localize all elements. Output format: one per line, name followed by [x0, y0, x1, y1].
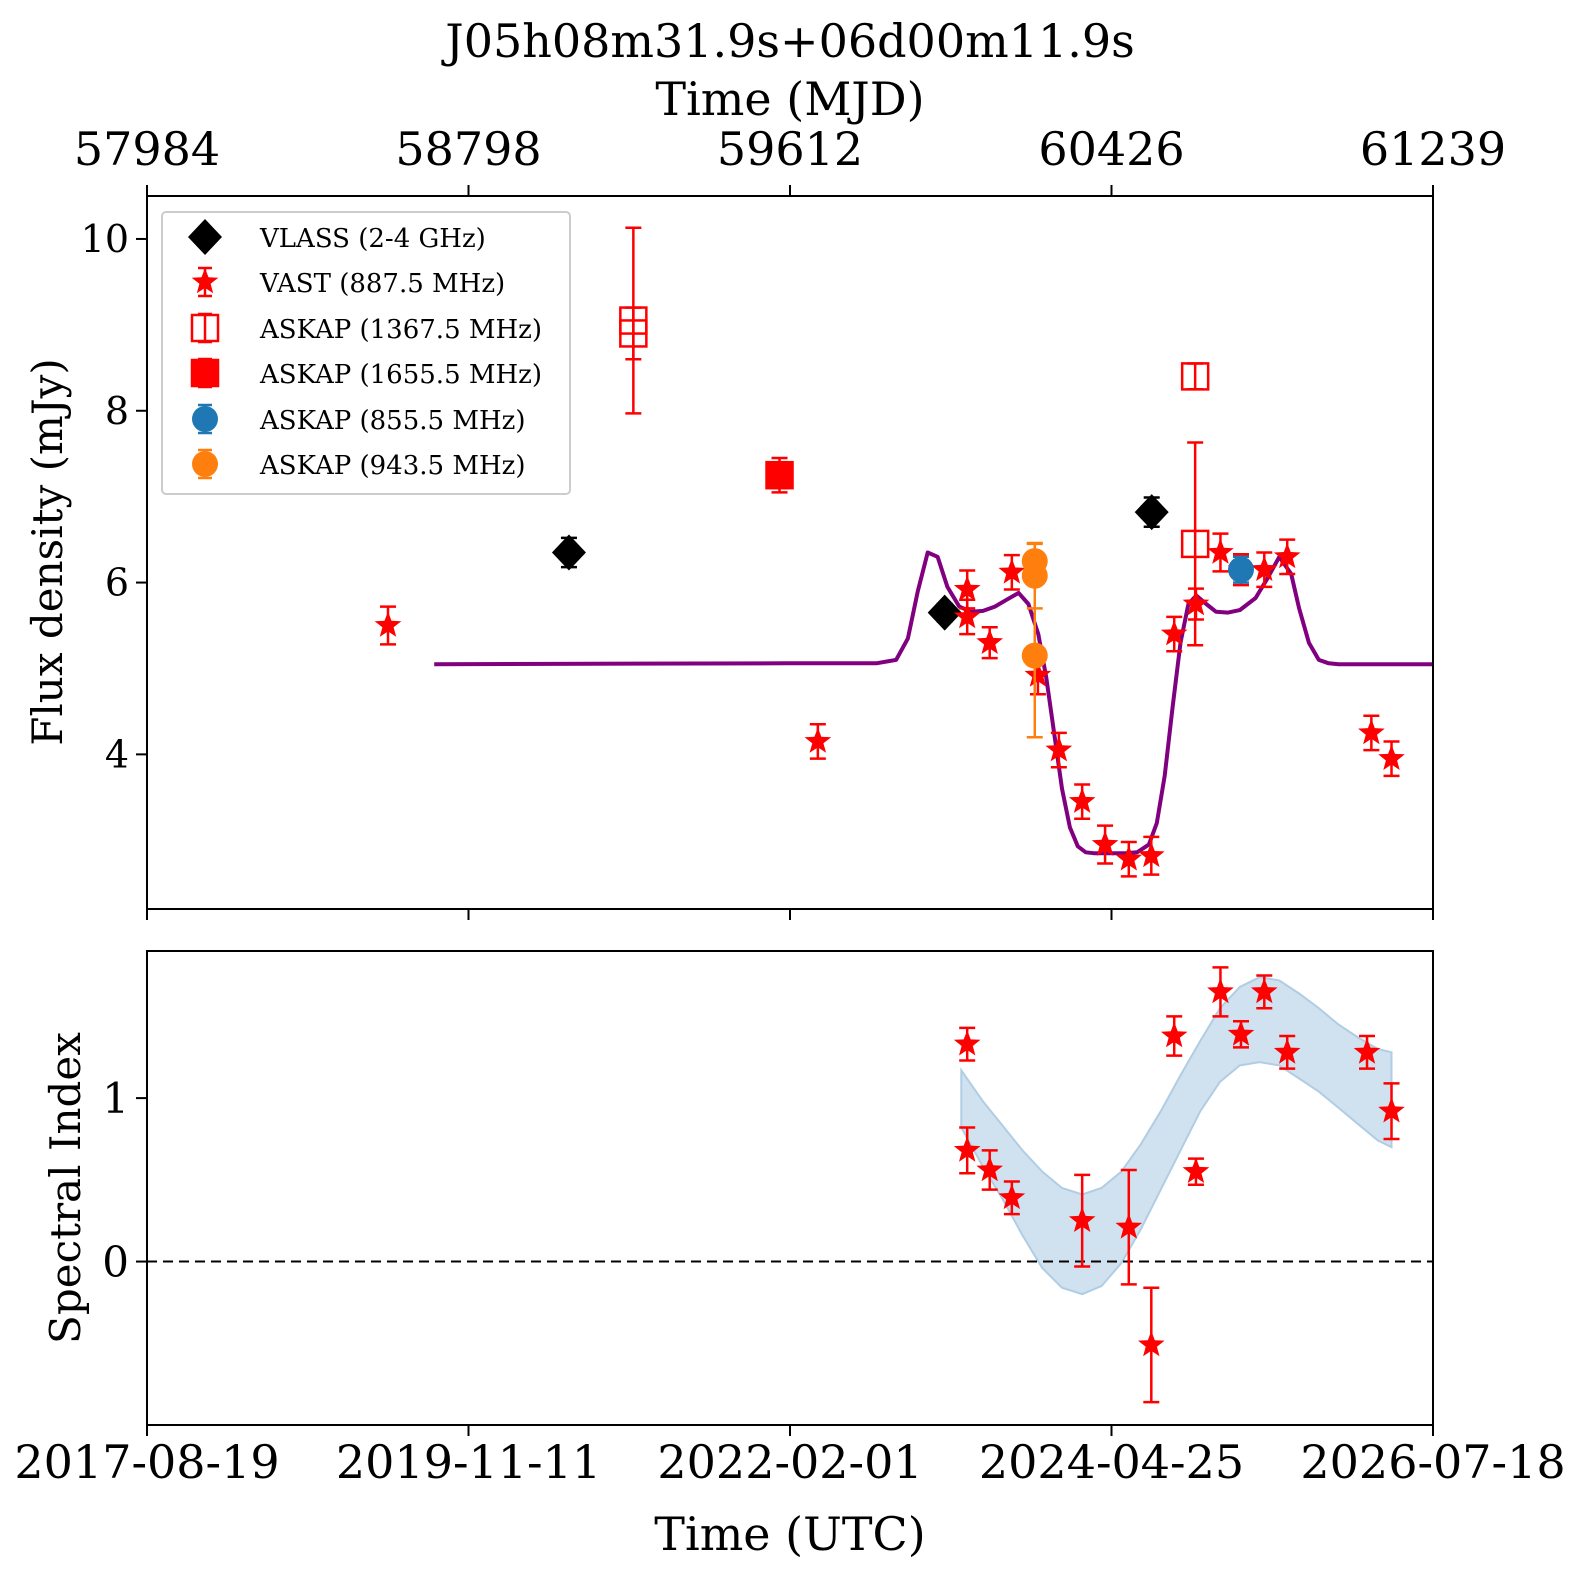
- data-point: [976, 1156, 1003, 1182]
- legend-label-vast: VAST (887.5 MHz): [259, 269, 505, 299]
- legend-box: [161, 211, 571, 495]
- data-point: [976, 628, 1003, 654]
- data-point: [551, 534, 586, 571]
- flux-y-tick-label: 6: [105, 561, 129, 605]
- legend-marker: [190, 313, 220, 343]
- data-point: [619, 319, 648, 348]
- flux-y-tick-label: 10: [81, 217, 129, 261]
- data-point: [1180, 362, 1210, 391]
- data-point: [1045, 736, 1073, 762]
- data-point: [1251, 977, 1278, 1004]
- axis-ticks: 4 6 8 10 0 1: [81, 185, 1434, 1436]
- legend-label-askap-943: ASKAP (943.5 MHz): [259, 451, 525, 481]
- legend-marker: [188, 219, 222, 255]
- data-point: [1091, 830, 1119, 856]
- data-point: [374, 611, 402, 637]
- data-point: [1068, 787, 1096, 813]
- spectral-panel-frame: [146, 950, 1434, 1426]
- legend-label-askap-855: ASKAP (855.5 MHz): [259, 406, 525, 436]
- data-point: [804, 727, 832, 753]
- top-axis-tick-labels: 57984 58798 59612 60426 61239: [74, 122, 1506, 176]
- data-point: [1227, 556, 1254, 583]
- spectral-y-tick-label: 0: [102, 1238, 129, 1287]
- flux-panel-frame: [146, 195, 1434, 910]
- data-point: [1378, 1097, 1405, 1123]
- legend-label-askap-1367: ASKAP (1367.5 MHz): [259, 315, 542, 345]
- top-tick-label: 60426: [1038, 122, 1184, 176]
- bottom-tick-label: 2022-02-01: [657, 1435, 922, 1489]
- legend-marker: [192, 451, 218, 477]
- data-point: [1115, 1213, 1143, 1239]
- data-point: [927, 594, 962, 631]
- data-point: [1068, 1206, 1096, 1232]
- data-point: [1138, 1330, 1165, 1357]
- data-point: [1021, 642, 1048, 669]
- top-tick-label: 57984: [74, 122, 220, 176]
- data-point: [953, 602, 981, 629]
- legend-marker: [192, 406, 218, 432]
- data-point: [1207, 977, 1234, 1004]
- top-tick-label: 58798: [395, 122, 541, 176]
- data-point: [1182, 1157, 1210, 1183]
- data-point: [1207, 538, 1234, 564]
- bottom-tick-label: 2019-11-11: [336, 1435, 601, 1489]
- spectral-y-axis-label: Spectral Index: [41, 1032, 90, 1344]
- data-point: [1134, 494, 1169, 531]
- bottom-axis-tick-labels: 2017-08-19 2019-11-11 2022-02-01 2024-04-25…: [14, 1435, 1565, 1489]
- chart-title: J05h08m31.9s+06d00m11.9s: [441, 14, 1134, 68]
- bottom-tick-label: 2017-08-19: [14, 1435, 279, 1489]
- top-axis-label: Time (MJD): [655, 72, 924, 126]
- spectral-y-tick-label: 1: [102, 1074, 129, 1123]
- data-point: [1251, 555, 1278, 581]
- data-point: [1138, 841, 1165, 868]
- data-point: [953, 575, 981, 601]
- spectral-index-data-points: [953, 966, 1405, 1404]
- data-point: [1273, 1038, 1301, 1064]
- legend: VLASS (2-4 GHz) VAST (887.5 MHz) ASKAP (…: [161, 211, 571, 495]
- bottom-axis-label: Time (UTC): [654, 1507, 925, 1561]
- data-point: [1353, 1038, 1381, 1064]
- spectral-index-model-band: [960, 976, 1393, 1296]
- flux-y-axis-label: Flux density (mJy): [23, 358, 72, 746]
- top-tick-label: 61239: [1360, 122, 1506, 176]
- data-point: [1273, 542, 1301, 569]
- data-point: [1227, 1020, 1255, 1046]
- data-point: [1115, 845, 1143, 871]
- legend-markers: [188, 219, 222, 480]
- bottom-tick-label: 2024-04-25: [979, 1435, 1244, 1489]
- legend-label-askap-1655: ASKAP (1655.5 MHz): [259, 360, 542, 390]
- data-point: [1160, 620, 1188, 646]
- data-point: [1180, 529, 1210, 559]
- flux-y-tick-label: 4: [105, 732, 129, 776]
- legend-marker: [190, 358, 220, 388]
- data-point: [765, 460, 794, 490]
- flux-data-points: [374, 226, 1405, 878]
- bottom-tick-label: 2026-07-18: [1300, 1435, 1565, 1489]
- legend-label-vlass: VLASS (2-4 GHz): [259, 224, 486, 254]
- model-band-area: [960, 976, 1393, 1296]
- legend-marker: [191, 268, 219, 294]
- data-point: [1024, 661, 1052, 687]
- data-point: [953, 1136, 981, 1162]
- flux-y-tick-label: 8: [105, 389, 129, 433]
- flux-model-curve: [434, 550, 1433, 856]
- data-point: [1358, 718, 1385, 745]
- top-tick-label: 59612: [717, 122, 863, 176]
- data-point: [1160, 1022, 1188, 1048]
- data-point: [998, 1183, 1026, 1210]
- data-point: [1378, 744, 1405, 770]
- model-line: [434, 550, 1433, 856]
- data-point: [998, 558, 1026, 584]
- data-point: [953, 1030, 981, 1056]
